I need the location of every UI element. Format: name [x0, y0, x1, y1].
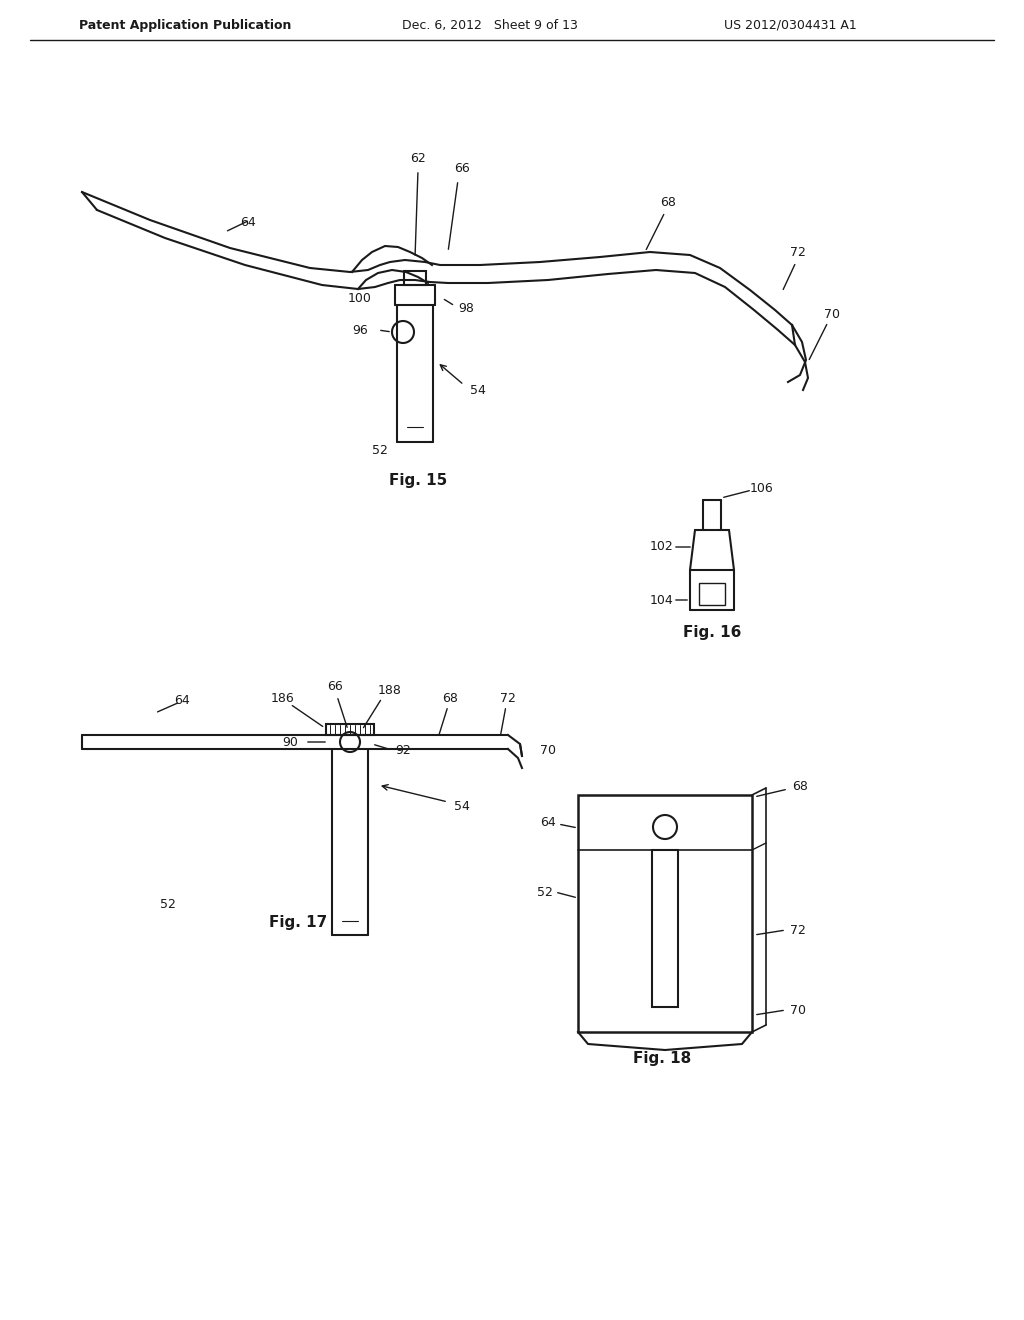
Text: 72: 72 [791, 924, 806, 936]
Text: 62: 62 [411, 152, 426, 165]
Text: 96: 96 [352, 323, 368, 337]
Text: Fig. 16: Fig. 16 [683, 624, 741, 639]
Text: 66: 66 [327, 681, 343, 693]
Text: 106: 106 [751, 482, 774, 495]
Text: 90: 90 [283, 735, 298, 748]
Text: Fig. 15: Fig. 15 [389, 473, 447, 487]
Text: 70: 70 [540, 743, 556, 756]
Bar [652, 850, 678, 1007]
Text: 66: 66 [454, 161, 470, 174]
Text: 52: 52 [537, 886, 553, 899]
Text: Dec. 6, 2012   Sheet 9 of 13: Dec. 6, 2012 Sheet 9 of 13 [402, 18, 578, 32]
Text: 186: 186 [271, 692, 295, 705]
Text: 52: 52 [160, 899, 176, 912]
Text: 54: 54 [454, 800, 470, 813]
Bar [326, 723, 374, 735]
Text: 68: 68 [792, 780, 808, 793]
Text: US 2012/0304431 A1: US 2012/0304431 A1 [724, 18, 856, 32]
Text: 104: 104 [650, 594, 674, 606]
Text: 68: 68 [660, 195, 676, 209]
Text: 72: 72 [500, 692, 516, 705]
Text: 54: 54 [470, 384, 486, 396]
Text: 68: 68 [442, 692, 458, 705]
Text: 70: 70 [824, 309, 840, 322]
Text: 64: 64 [540, 816, 556, 829]
Text: 98: 98 [458, 301, 474, 314]
Text: 52: 52 [372, 444, 388, 457]
Text: 64: 64 [174, 693, 189, 706]
Text: 72: 72 [791, 246, 806, 259]
Bar [578, 795, 752, 1032]
Text: 70: 70 [790, 1003, 806, 1016]
Text: 64: 64 [240, 215, 256, 228]
Text: Fig. 18: Fig. 18 [633, 1051, 691, 1065]
Bar [699, 583, 725, 605]
Text: Fig. 17: Fig. 17 [269, 915, 327, 929]
Text: 92: 92 [395, 743, 411, 756]
Text: Patent Application Publication: Patent Application Publication [79, 18, 291, 32]
Text: 102: 102 [650, 540, 674, 553]
Text: 100: 100 [348, 292, 372, 305]
Bar [404, 271, 426, 285]
Text: 188: 188 [378, 684, 402, 697]
